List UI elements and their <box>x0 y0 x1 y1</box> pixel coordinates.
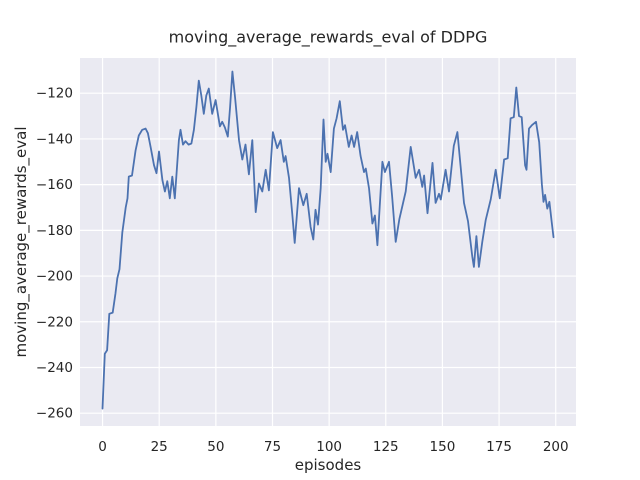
x-tick-label: 125 <box>373 439 399 455</box>
y-tick-label: −260 <box>36 406 73 422</box>
x-tick-label: 150 <box>430 439 456 455</box>
reward-line <box>101 70 555 410</box>
y-tick-label: −180 <box>36 223 73 239</box>
y-tick-label: −160 <box>36 177 73 193</box>
x-tick-label: 75 <box>264 439 281 455</box>
x-tick-label: 50 <box>207 439 224 455</box>
y-axis-label: moving_average_rewards_eval <box>12 126 30 358</box>
y-tick-label: −140 <box>36 131 73 147</box>
y-tick-label: −220 <box>36 314 73 330</box>
x-tick-label: 25 <box>151 439 168 455</box>
x-tick-label: 0 <box>98 439 107 455</box>
x-tick-label: 100 <box>316 439 342 455</box>
chart-title: moving_average_rewards_eval of DDPG <box>168 27 488 47</box>
x-tick-label: 175 <box>486 439 512 455</box>
plot-area <box>80 58 576 426</box>
y-tick-label: −200 <box>36 269 73 285</box>
x-tick-label: 200 <box>543 439 569 455</box>
y-tick-label: −240 <box>36 360 73 376</box>
y-tick-label: −120 <box>36 86 73 102</box>
x-axis-label: episodes <box>294 456 362 474</box>
